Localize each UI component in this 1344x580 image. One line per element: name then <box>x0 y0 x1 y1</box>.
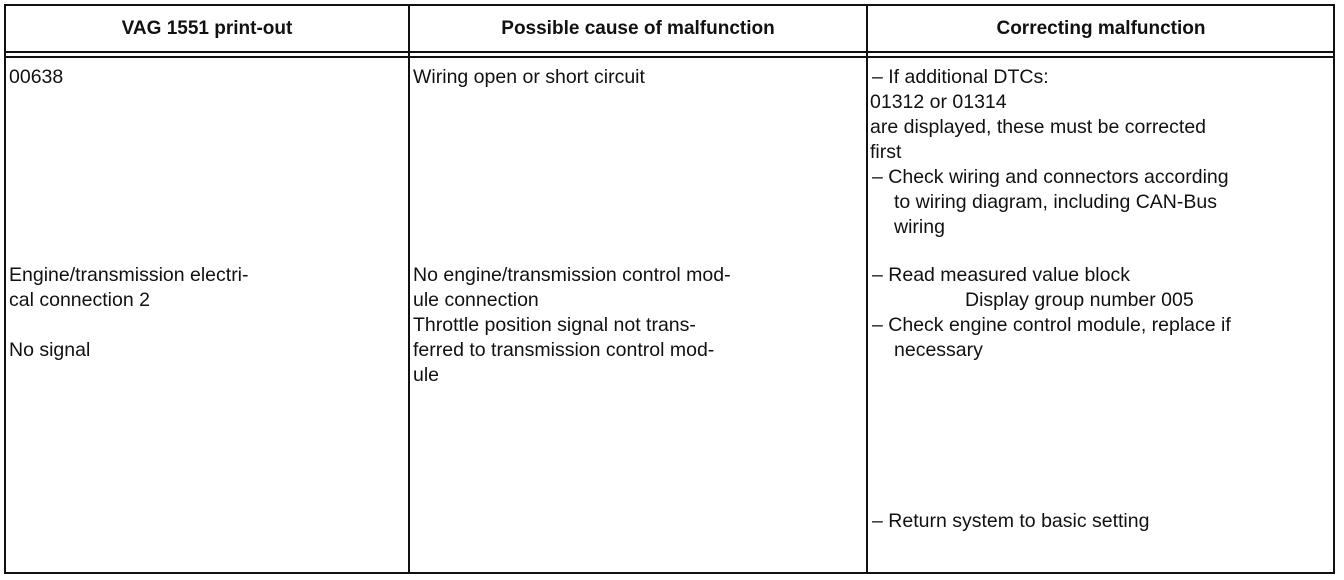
correction-text: wiring <box>894 216 945 238</box>
correction-text: – Check engine control module, replace i… <box>872 314 1231 336</box>
printout-text: cal connection 2 <box>9 289 150 311</box>
correction-text: – Return system to basic setting <box>872 510 1150 532</box>
printout-text: 00638 <box>9 66 64 88</box>
cause-text: ule connection <box>413 289 539 311</box>
header-divider <box>6 51 1333 53</box>
correction-text: first <box>870 141 902 163</box>
cause-text: No engine/transmission control mod- <box>413 264 731 286</box>
malfunction-table: VAG 1551 print-out Possible cause of mal… <box>4 4 1335 574</box>
cause-text: ule <box>413 364 440 386</box>
cause-text: Throttle position signal not trans- <box>413 314 696 336</box>
header-divider <box>6 56 1333 58</box>
header-printout: VAG 1551 print-out <box>121 18 293 39</box>
cause-text: ferred to transmission control mod- <box>413 339 715 361</box>
column-divider <box>408 6 410 572</box>
correction-text: are displayed, these must be corrected <box>870 116 1207 138</box>
cause-text: Wiring open or short circuit <box>413 66 645 88</box>
correction-text: 01312 or 01314 <box>870 91 1007 113</box>
correction-text: necessary <box>894 339 983 361</box>
correction-text: – If additional DTCs: <box>872 66 1049 88</box>
correction-text: Display group number 005 <box>965 289 1194 311</box>
correction-text: – Check wiring and connectors according <box>872 166 1229 188</box>
correction-text: – Read measured value block <box>872 264 1130 286</box>
correction-text: to wiring diagram, including CAN-Bus <box>894 191 1217 213</box>
printout-text: No signal <box>9 339 91 361</box>
header-correction: Correcting malfunction <box>996 18 1206 39</box>
printout-text: Engine/transmission electri- <box>9 264 249 286</box>
column-divider <box>866 6 868 572</box>
header-cause: Possible cause of malfunction <box>501 18 775 39</box>
